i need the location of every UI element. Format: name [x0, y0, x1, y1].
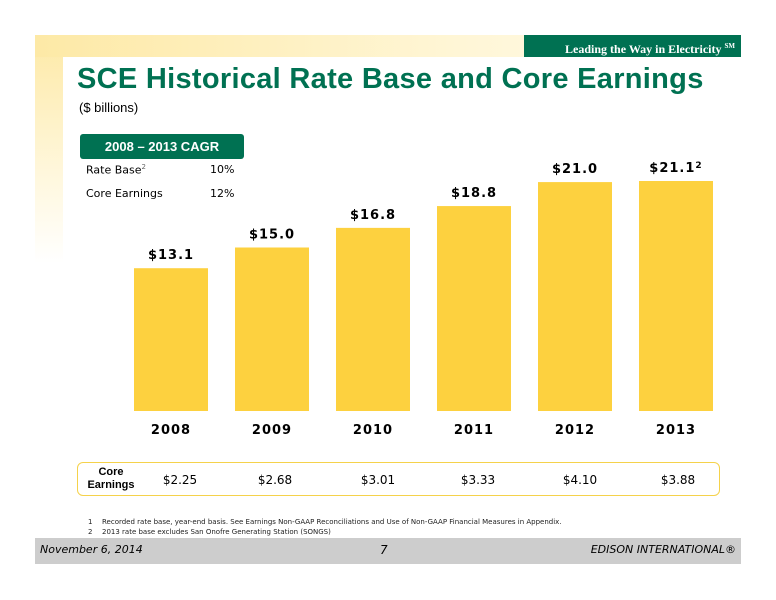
footnote-text: Recorded rate base, year-end basis. See …: [102, 518, 562, 526]
bar-value-label: $15.0: [249, 227, 295, 242]
cagr-row-label: Rate Base2: [86, 163, 146, 177]
core-label-line1: Core: [98, 466, 124, 478]
core-earnings-box: [77, 462, 720, 496]
tagline-text: Leading the Way in Electricity: [565, 42, 722, 56]
footnote-number: 2: [88, 528, 93, 536]
category-label: 2013: [656, 423, 696, 438]
category-label: 2009: [252, 423, 292, 438]
category-label: 2012: [555, 423, 595, 438]
page-subtitle: ($ billions): [79, 100, 139, 115]
cagr-row-value: 10%: [210, 163, 235, 176]
bar-2013: [639, 181, 713, 411]
cagr-header: 2008 – 2013 CAGR: [80, 134, 244, 159]
footnote-text: 2013 rate base excludes San Onofre Gener…: [102, 528, 331, 536]
category-label: 2010: [353, 423, 393, 438]
bar-value-label: $13.1: [148, 248, 194, 263]
bar-2009: [235, 247, 309, 411]
footer-date: November 6, 2014: [40, 543, 143, 556]
cagr-label-text: Rate Base: [86, 163, 142, 177]
core-earnings-value: $4.10: [562, 473, 598, 487]
footer-bar: [35, 538, 741, 564]
page-title: SCE Historical Rate Base and Core Earnin…: [77, 63, 704, 95]
cagr-row-value: 12%: [210, 187, 235, 200]
accent-bar-vertical: [35, 35, 63, 263]
footnote-number: 1: [88, 518, 93, 526]
core-earnings-value: $2.25: [162, 473, 198, 487]
footnote-1: 1 Recorded rate base, year-end basis. See…: [88, 517, 562, 527]
core-earnings-value: $2.68: [257, 473, 293, 487]
bar-value-label: $21.12: [649, 161, 702, 176]
core-label-line2: Earnings: [87, 479, 135, 491]
core-earnings-value: $3.01: [360, 473, 396, 487]
bar-2011: [437, 206, 511, 411]
cagr-row-label: Core Earnings: [86, 187, 163, 200]
core-earnings-value: $3.88: [660, 473, 696, 487]
bar-value-label: $21.0: [552, 162, 598, 177]
cagr-label-sup: 2: [141, 163, 146, 171]
footnote-2: 2 2013 rate base excludes San Onofre Gene…: [88, 527, 562, 537]
page-number: 7: [380, 543, 388, 557]
category-label: 2011: [454, 423, 494, 438]
bar-value-sup: 2: [695, 161, 702, 171]
core-earnings-value: $3.33: [460, 473, 496, 487]
bar-2008: [134, 268, 208, 411]
core-earnings-label: Core Earnings: [80, 466, 142, 492]
tagline-banner: Leading the Way in Electricity SM: [524, 35, 741, 57]
tagline-mark: SM: [724, 42, 736, 50]
footnotes: 1 Recorded rate base, year-end basis. See…: [88, 517, 562, 537]
footer-brand: EDISON INTERNATIONAL®: [590, 543, 736, 556]
bar-2012: [538, 182, 612, 411]
bar-value-label: $18.8: [451, 186, 497, 201]
category-label: 2008: [151, 423, 191, 438]
bar-2010: [336, 227, 410, 411]
bar-value-label: $16.8: [350, 208, 396, 223]
